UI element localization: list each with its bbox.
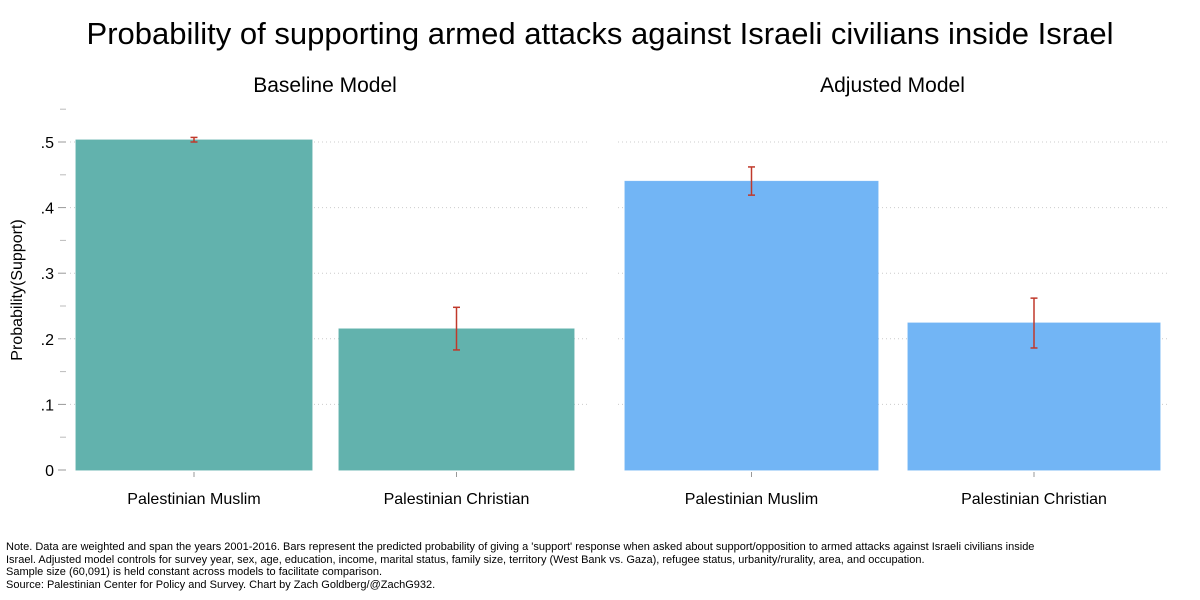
category-label: Palestinian Christian — [384, 491, 530, 508]
bar — [624, 180, 879, 471]
y-tick-label: .3 — [41, 266, 54, 283]
category-label: Palestinian Christian — [961, 491, 1107, 508]
category-label: Palestinian Muslim — [685, 491, 818, 508]
panel-title: Baseline Model — [253, 74, 397, 97]
y-tick-label: .1 — [41, 397, 54, 414]
y-axis-label: Probability(Support) — [9, 219, 26, 360]
panels: Baseline Model 0 .1 .2 .3 .4 .5 Palestinian Mus… — [41, 74, 1170, 508]
chart-title: Probability of supporting armed attacks … — [87, 16, 1114, 51]
y-tick-label: .5 — [41, 135, 54, 152]
y-tick-label: 0 — [45, 463, 54, 480]
bar — [338, 328, 575, 471]
panel-title: Adjusted Model — [820, 74, 965, 97]
category-label: Palestinian Muslim — [127, 491, 260, 508]
note-line-3: Sample size (60,091) is held constant ac… — [6, 566, 383, 579]
bar — [75, 139, 313, 471]
panel-2: Adjusted Model Palestinian Muslim Palestin… — [618, 74, 1170, 508]
y-tick-label: .4 — [41, 201, 54, 218]
note-line-1: Note. Data are weighted and span the yea… — [6, 541, 1035, 553]
chart-notes: Note. Data are weighted and span the yea… — [6, 541, 1194, 591]
panel-1: Baseline Model 0 .1 .2 .3 .4 .5 Palestinian Mus… — [41, 74, 590, 508]
y-tick-label: .2 — [41, 332, 54, 349]
note-line-4: Source: Palestinian Center for Policy an… — [6, 578, 436, 591]
note-line-2: Israel. Adjusted model controls for surv… — [6, 553, 925, 566]
chart: Probability of supporting armed attacks … — [9, 16, 1170, 508]
